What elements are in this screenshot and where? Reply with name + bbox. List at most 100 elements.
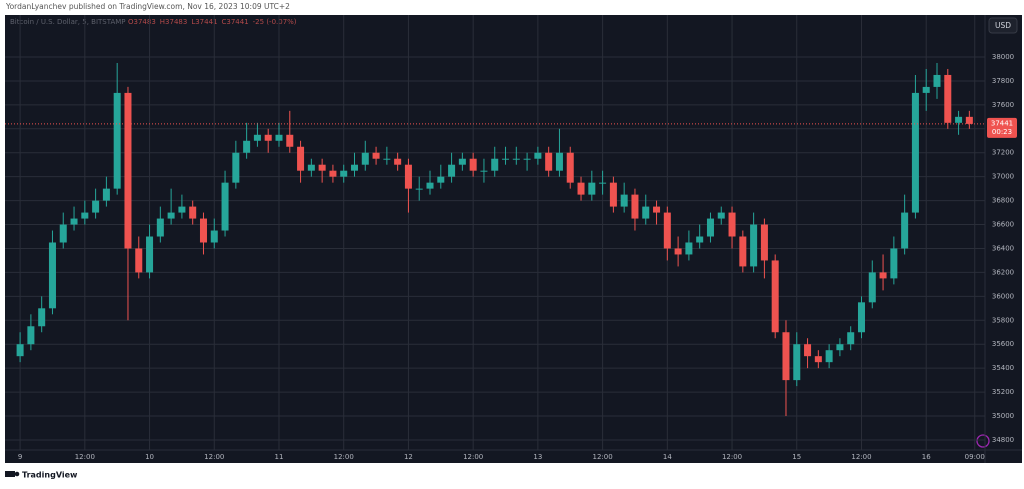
candle-body [178,206,186,213]
y-tick-label: 36200 [992,268,1014,276]
candle-body [437,176,445,183]
y-tick-label: 37200 [992,149,1014,157]
candle-body [955,116,963,123]
candle-body [944,74,952,123]
candle-body [868,272,876,303]
candle-body [760,224,768,261]
x-tick-label: 09:00 [965,453,985,461]
candle-body [253,134,261,141]
candle-body [286,134,294,147]
candle-body [620,194,628,207]
y-tick-label: 36600 [992,221,1014,229]
candle-body [534,152,542,159]
candle-body [297,146,305,171]
candle-body [264,134,272,141]
currency-button[interactable] [988,17,1018,34]
candle-body [653,206,661,213]
brand-logo [5,471,20,477]
x-tick-label: 13 [533,453,542,461]
x-tick-label: 10 [145,453,154,461]
countdown: 00:23 [992,128,1012,136]
replay-icon[interactable] [976,434,990,448]
candle-body [555,152,563,171]
ohlc-value: -25 (-0.07%) [253,18,297,26]
x-tick-label: 15 [792,453,801,461]
y-tick-label: 37800 [992,77,1014,85]
y-tick-label: 36400 [992,244,1014,252]
currency: USD [995,21,1011,30]
candle-body [965,116,973,124]
x-tick-label: 14 [663,453,672,461]
candle-body [372,152,380,159]
candle-body [512,158,520,160]
candle-body [113,92,121,189]
candle-body [782,332,790,381]
candle-body [599,182,607,184]
candle-body [491,158,499,171]
candle-body [243,140,251,153]
candle-body [566,152,574,183]
byline: YordanLyanchev published on TradingView.… [5,2,290,11]
candle-body [275,134,283,141]
candle-body [92,200,100,213]
x-tick-label: 9 [18,453,22,461]
candle-body [674,248,682,255]
y-tick-label: 37000 [992,173,1014,181]
candle-body [836,344,844,351]
x-tick-label: 12:00 [75,453,95,461]
candle-body [739,236,747,267]
candle-body [469,158,477,171]
y-tick-label: 35000 [992,412,1014,420]
candle-body [210,230,218,243]
candle-body [102,188,110,201]
candle-body [59,224,67,243]
candle-body [167,212,175,219]
candle-body [16,344,24,357]
ohlc-value: C37441 [222,18,249,26]
brand: TradingView [22,471,78,480]
y-tick-label: 38000 [992,53,1014,61]
y-tick-label: 35400 [992,364,1014,372]
candle-body [890,248,898,279]
ohlc-value: H37483 [160,18,188,26]
candle-body [189,206,197,219]
last-price-tag [987,117,1017,138]
candle-body [814,356,822,363]
y-tick-label: 35200 [992,388,1014,396]
x-tick-label: 12:00 [851,453,871,461]
y-tick-label: 36800 [992,197,1014,205]
candle-body [415,188,423,190]
x-tick-label: 11 [275,453,284,461]
candle-body [793,344,801,381]
candle-body [663,212,671,249]
candle-body [922,86,930,93]
candle-body [879,272,887,279]
candle-body [394,158,402,165]
chart-background [5,15,1022,463]
candle-body [696,236,704,243]
candle-body [804,344,812,357]
candle-body [350,164,359,171]
y-tick-label: 36000 [992,292,1014,300]
candle-body [38,308,46,327]
candle-body [458,158,466,165]
x-tick-label: 12 [404,453,413,461]
x-tick-label: 12:00 [204,453,224,461]
candle-body [232,152,240,183]
candle-body [124,92,132,249]
candle-body [307,164,315,171]
candle-body [609,182,617,207]
candle-body [825,350,833,363]
candle-body [728,212,736,237]
y-tick-label: 37600 [992,101,1014,109]
y-tick-label: 35800 [992,316,1014,324]
candle-body [361,152,369,165]
x-tick-label: 12:00 [334,453,354,461]
candle-body [480,170,488,172]
symbol: Bitcoin / U.S. Dollar, 5, BITSTAMP [10,18,126,26]
ohlc-legend: O37483 H37483 L37441 C37441 -25 (-0.07%) [128,18,297,26]
x-tick-label: 12:00 [722,453,742,461]
candle-body [911,92,919,213]
candle-body [135,248,143,273]
candle-body [545,152,553,171]
